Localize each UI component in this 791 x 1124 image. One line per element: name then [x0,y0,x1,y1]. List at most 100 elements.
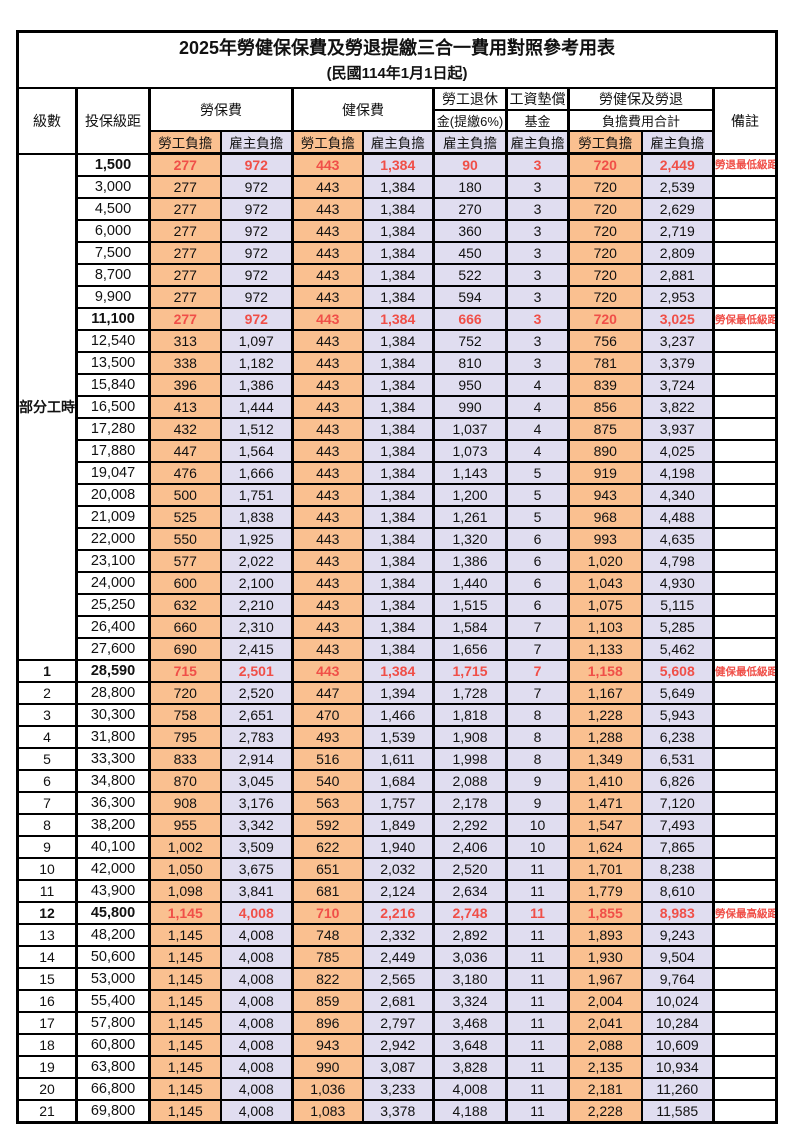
cell-labor_emp: 870 [148,769,222,793]
cell-wage: 9 [505,769,570,793]
cell-health_er: 1,384 [361,241,435,265]
cell-total_er: 7,865 [640,835,715,859]
cell-pension: 2,178 [432,791,508,815]
table-body: 部分工時 1,500 277 972 443 1,384 90 3 720 2,449 勞退最低級距… [16,152,778,1124]
cell-total_er: 6,826 [640,769,715,793]
cell-labor_er: 4,008 [219,1033,294,1057]
cell-bracket: 50,600 [75,945,151,969]
cell-remark [711,923,778,947]
cell-remark [711,703,778,727]
cell-pension: 3,180 [432,967,508,991]
cell-wage: 7 [505,681,570,705]
cell-labor_er: 2,914 [219,747,294,771]
cell-health_er: 1,384 [361,461,435,485]
cell-health_er: 1,384 [361,285,435,309]
cell-health_er: 2,449 [361,945,435,969]
cell-level: 20 [16,1077,78,1101]
cell-total_emp: 2,228 [567,1099,643,1124]
cell-labor_er: 1,182 [219,351,294,375]
cell-remark [711,769,778,793]
cell-bracket: 17,280 [75,417,151,441]
cell-health_emp: 493 [291,725,364,749]
cell-wage: 3 [505,263,570,287]
cell-labor_er: 1,838 [219,505,294,529]
cell-health_er: 3,087 [361,1055,435,1079]
cell-bracket: 55,400 [75,989,151,1013]
cell-health_er: 2,797 [361,1011,435,1035]
cell-bracket: 16,500 [75,395,151,419]
cell-wage: 11 [505,879,570,903]
cell-labor_er: 972 [219,219,294,243]
cell-total_er: 4,488 [640,505,715,529]
cell-health_emp: 443 [291,152,364,177]
cell-health_er: 1,384 [361,593,435,617]
cell-labor_er: 972 [219,152,294,177]
cell-remark [711,439,778,463]
table-row: 17 57,800 1,145 4,008 896 2,797 3,468 11 2,041 10… [16,1011,778,1035]
cell-remark [711,813,778,837]
table-row: 14 50,600 1,145 4,008 785 2,449 3,036 11 1,930 9,… [16,945,778,969]
cell-pension: 1,728 [432,681,508,705]
cell-wage: 11 [505,1077,570,1101]
cell-labor_emp: 1,098 [148,879,222,903]
cell-total_emp: 720 [567,263,643,287]
cell-total_er: 4,798 [640,549,715,573]
cell-total_er: 4,340 [640,483,715,507]
cell-labor_emp: 720 [148,681,222,705]
cell-level: 14 [16,945,78,969]
cell-level: 18 [16,1033,78,1057]
cell-remark: 勞保最低級距 [711,307,778,331]
cell-remark [711,263,778,287]
cell-labor_emp: 795 [148,725,222,749]
cell-labor_emp: 500 [148,483,222,507]
cell-pension: 270 [432,197,508,221]
cell-labor_emp: 277 [148,152,222,177]
cell-total_er: 10,284 [640,1011,715,1035]
cell-total_er: 3,237 [640,329,715,353]
cell-labor_er: 2,520 [219,681,294,705]
cell-remark [711,241,778,265]
cell-labor_emp: 908 [148,791,222,815]
cell-total_emp: 1,075 [567,593,643,617]
cell-bracket: 48,200 [75,923,151,947]
cell-health_emp: 681 [291,879,364,903]
cell-remark: 勞保最高級距 [711,901,778,925]
cell-labor_emp: 413 [148,395,222,419]
cell-labor_er: 4,008 [219,1099,294,1124]
cell-labor_emp: 955 [148,813,222,837]
cell-remark [711,593,778,617]
cell-pension: 1,037 [432,417,508,441]
cell-health_emp: 443 [291,549,364,573]
cell-remark [711,175,778,199]
cell-bracket: 45,800 [75,901,151,925]
table-row: 20 66,800 1,145 4,008 1,036 3,233 4,008 11 2,181… [16,1077,778,1101]
cell-wage: 4 [505,439,570,463]
cell-pension: 666 [432,307,508,331]
cell-wage: 6 [505,527,570,551]
table-row: 6 34,800 870 3,045 540 1,684 2,088 9 1,410 6,826 [16,769,778,793]
cell-health_emp: 443 [291,659,364,683]
header-burden-row: 勞工負擔 雇主負擔 勞工負擔 雇主負擔 雇主負擔 雇主負擔 勞工負擔 雇主負擔 [18,130,777,155]
cell-labor_emp: 600 [148,571,222,595]
table-row: 4 31,800 795 2,783 493 1,539 1,908 8 1,288 6,238 [16,725,778,749]
cell-pension: 1,143 [432,461,508,485]
cell-pension: 522 [432,263,508,287]
cell-wage: 3 [505,197,570,221]
table-row: 3 30,300 758 2,651 470 1,466 1,818 8 1,228 5,943 [16,703,778,727]
cell-health_er: 1,684 [361,769,435,793]
cell-total_emp: 1,779 [567,879,643,903]
cell-bracket: 25,250 [75,593,151,617]
table-row: 5 33,300 833 2,914 516 1,611 1,998 8 1,349 6,531 [16,747,778,771]
cell-wage: 10 [505,835,570,859]
cell-labor_er: 4,008 [219,967,294,991]
cell-bracket: 8,700 [75,263,151,287]
cell-labor_emp: 277 [148,197,222,221]
cell-health_emp: 443 [291,241,364,265]
cell-health_er: 1,384 [361,329,435,353]
cell-total_er: 6,531 [640,747,715,771]
cell-health_emp: 443 [291,175,364,199]
cell-health_er: 1,384 [361,659,435,683]
cell-health_er: 1,384 [361,527,435,551]
cell-bracket: 28,590 [75,659,151,683]
table-row: 15 53,000 1,145 4,008 822 2,565 3,180 11 1,967 9,… [16,967,778,991]
